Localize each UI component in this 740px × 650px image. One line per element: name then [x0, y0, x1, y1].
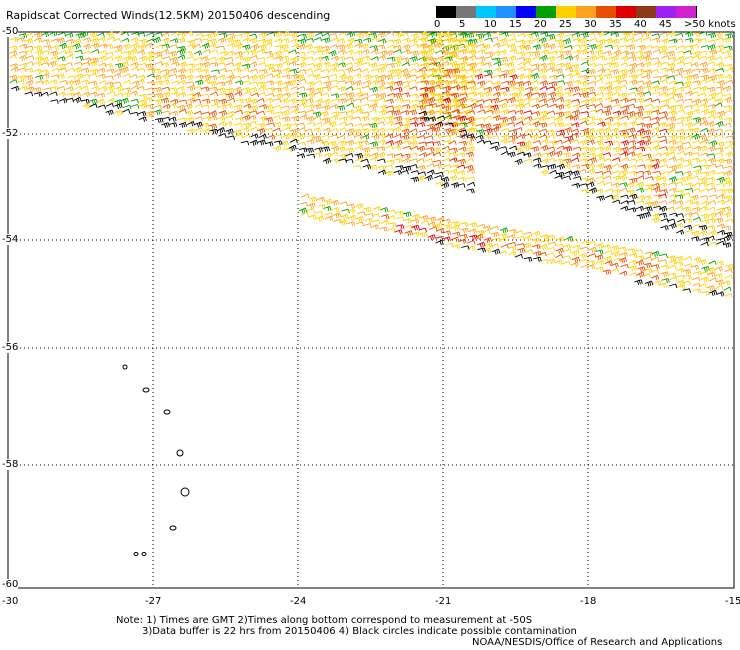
island-outline [141, 552, 147, 556]
island-outline [180, 487, 190, 497]
wind-barbs [299, 193, 733, 292]
island-outline [122, 364, 128, 370]
wind-barbs [418, 62, 669, 195]
latitude-label: -58 [2, 459, 19, 470]
longitude-label: -27 [145, 596, 162, 607]
wind-barbs [419, 30, 734, 231]
swath-west [8, 30, 476, 194]
latitude-label: -60 [2, 579, 19, 590]
latitude-label: -50 [2, 26, 19, 37]
colorbar-label: 15 [509, 19, 522, 30]
wind-barbs [300, 196, 734, 298]
longitude-label: -24 [290, 596, 307, 607]
colorbar-label: 20 [534, 19, 547, 30]
note-line-2: 3)Data buffer is 22 hrs from 20150406 4)… [142, 626, 577, 637]
latitude-label: -56 [2, 342, 19, 353]
map-title: Rapidscat Corrected Winds(12.5KM) 201504… [6, 9, 331, 22]
colorbar-label: 25 [559, 19, 572, 30]
wind-barbs [9, 31, 476, 175]
longitude-label: -18 [580, 596, 597, 607]
island-outline [169, 525, 177, 531]
wind-barbs [435, 239, 725, 297]
note-line-1: Note: 1) Times are GMT 2)Times along bot… [116, 615, 533, 626]
colorbar-label: >50 knots [684, 19, 736, 30]
swath-east [418, 30, 734, 248]
colorbar-label: 5 [459, 19, 466, 30]
colorbar-label: 0 [434, 19, 441, 30]
south-sandwich-islands [122, 364, 190, 556]
wind-barbs [418, 31, 734, 246]
wind-barbs [385, 87, 475, 170]
colorbar-label: 35 [609, 19, 622, 30]
latitude-label: -52 [2, 128, 19, 139]
note-line-3: NOAA/NESDIS/Office of Research and Appli… [472, 637, 723, 648]
latitude-label: -54 [2, 234, 19, 245]
swath-south [298, 193, 734, 298]
longitude-label: -21 [435, 596, 452, 607]
wind-barbs [428, 31, 734, 222]
colorbar-label: 40 [634, 19, 647, 30]
footnotes: Note: 1) Times are GMT 2)Times along bot… [116, 615, 722, 648]
island-outline [133, 552, 139, 556]
wind-barbs [298, 205, 732, 292]
wind-barbs [380, 214, 660, 281]
colorbar-label: 45 [659, 19, 672, 30]
island-outline [163, 409, 171, 415]
colorbar-label: 10 [484, 19, 497, 30]
colorbar-label: 30 [584, 19, 597, 30]
wind-barb-swaths [8, 30, 734, 298]
wind-barbs [419, 110, 733, 248]
wind-speed-colorbar: 0 5 10 15 20 25 30 35 40 45 >50 knots [434, 6, 736, 32]
longitude-label: -15 [725, 596, 740, 607]
wind-barbs [11, 85, 476, 194]
colorbar-swatch [676, 6, 697, 18]
wind-barbs [419, 73, 668, 199]
wind-barbs [394, 224, 486, 248]
island-outline [176, 449, 184, 457]
island-outline [142, 387, 150, 393]
map-frame [7, 31, 735, 589]
longitude-label: -30 [2, 596, 19, 607]
